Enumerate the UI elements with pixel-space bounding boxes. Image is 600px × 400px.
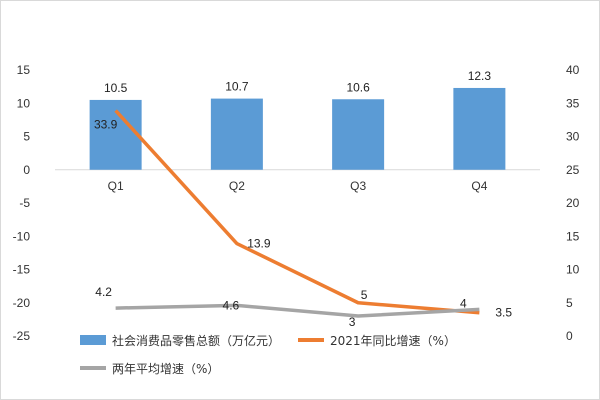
legend-label: 两年平均增速（%） [112, 362, 219, 376]
bar [453, 87, 506, 170]
bar-data-label: 12.3 [468, 69, 492, 83]
legend-label: 2021年同比增速（%） [330, 334, 456, 348]
bar [210, 98, 263, 170]
bar-data-label: 10.6 [346, 80, 370, 94]
right-axis-tick-label: 15 [566, 229, 580, 243]
right-axis-tick-label: 10 [566, 263, 580, 277]
right-axis-tick-label: 40 [566, 63, 580, 77]
legend-swatch-bar [80, 335, 106, 345]
legend: 社会消费品零售总额（万亿元） 2021年同比增速（%） 两年平均增速（%） [80, 333, 456, 376]
line-series: 33.9 13.9 5 3.5 4.2 4.6 3 4 [94, 109, 512, 329]
bar-data-label: 10.7 [225, 80, 249, 94]
left-axis-tick-label: -5 [19, 196, 30, 210]
left-axis-tick-label: 0 [23, 163, 30, 177]
left-axis-tick-label: -20 [13, 296, 31, 310]
left-axis-tick-label: -10 [13, 229, 31, 243]
right-axis-tick-label: 25 [566, 163, 580, 177]
bar-data-label: 10.5 [104, 81, 128, 95]
bar [332, 99, 385, 170]
series-line [115, 303, 480, 318]
line-data-label: 3.5 [495, 306, 512, 320]
right-axis-tick-label: 20 [566, 196, 580, 210]
line-data-label: 4.2 [95, 285, 112, 299]
left-axis-tick-label: 15 [17, 63, 31, 77]
series-line [114, 109, 480, 315]
category-label: Q2 [229, 179, 245, 193]
left-axis-tick-label: -15 [13, 263, 31, 277]
right-axis-tick-label: 5 [566, 296, 573, 310]
line-data-label: 33.9 [94, 118, 118, 132]
right-axis-tick-label: 35 [566, 96, 580, 110]
line-data-label: 3 [349, 315, 356, 329]
bar-series: 10.5 10.7 10.6 12.3 [89, 69, 506, 170]
line-data-label: 4.6 [223, 298, 240, 312]
line-data-label: 4 [460, 296, 467, 310]
category-label: Q4 [471, 179, 487, 193]
left-axis-tick-label: 5 [23, 130, 30, 144]
legend-label: 社会消费品零售总额（万亿元） [112, 333, 280, 348]
right-axis-tick-label: 0 [566, 329, 573, 343]
left-axis-tick-label: -25 [13, 329, 31, 343]
right-axis: 40 35 30 25 20 15 10 5 0 [566, 63, 580, 343]
category-label: Q3 [350, 179, 366, 193]
category-labels: Q1 Q2 Q3 Q4 [108, 179, 488, 193]
right-axis-tick-label: 30 [566, 130, 580, 144]
category-label: Q1 [108, 179, 124, 193]
line-data-label: 13.9 [247, 237, 271, 251]
left-axis-tick-label: 10 [17, 96, 31, 110]
line-data-label: 5 [361, 288, 368, 302]
